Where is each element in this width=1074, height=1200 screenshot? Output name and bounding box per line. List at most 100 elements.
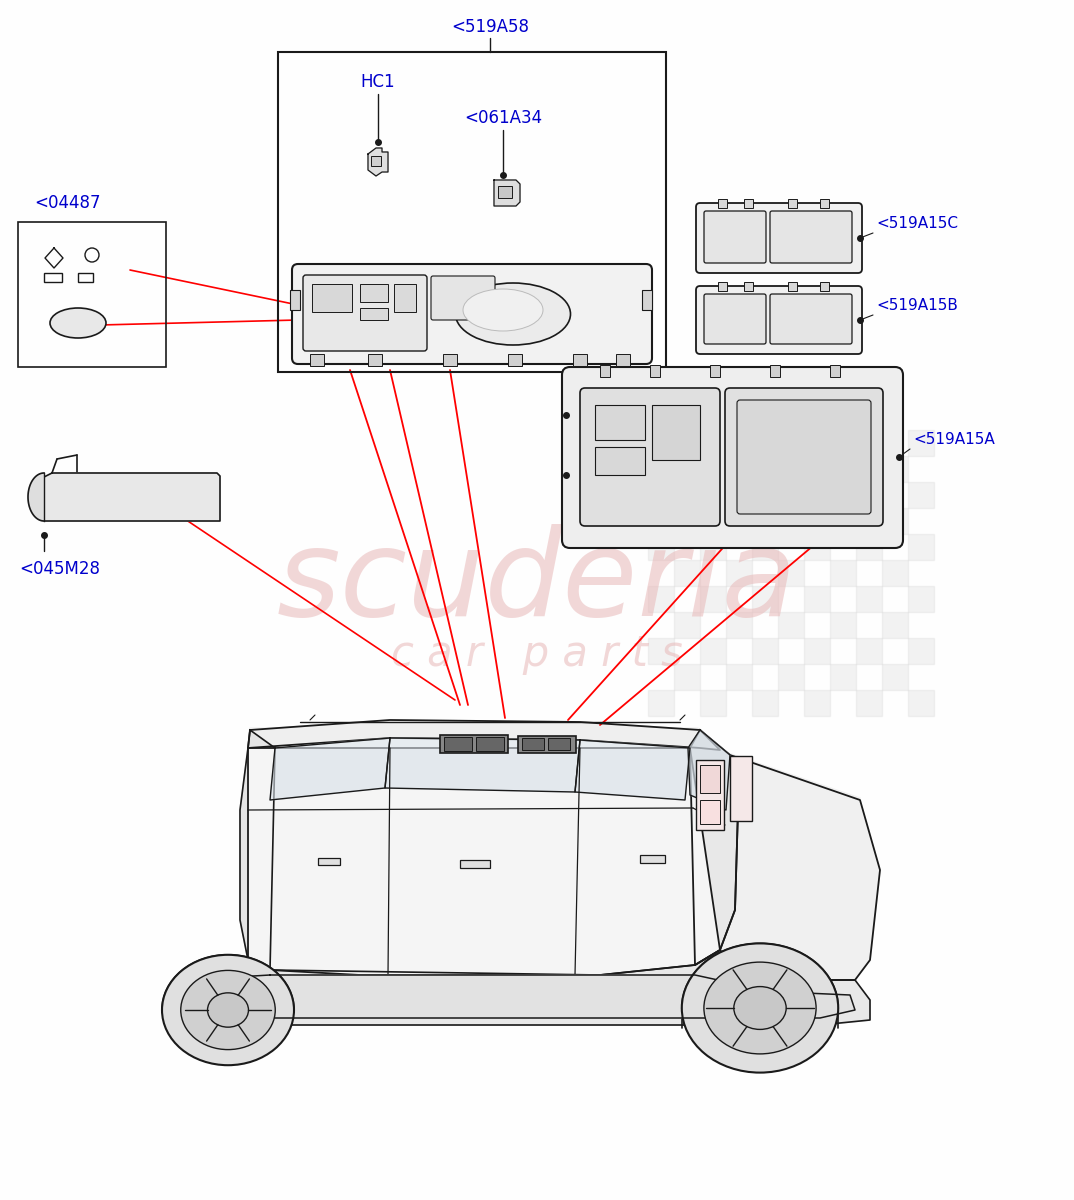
Bar <box>700 638 726 664</box>
Ellipse shape <box>455 283 570 346</box>
Polygon shape <box>37 473 220 521</box>
Bar <box>574 354 587 366</box>
Bar <box>600 365 610 377</box>
Polygon shape <box>688 730 730 810</box>
Bar <box>648 690 674 716</box>
Bar <box>882 664 908 690</box>
Bar <box>508 354 522 366</box>
Bar <box>856 690 882 716</box>
Bar <box>700 800 720 824</box>
Ellipse shape <box>682 943 838 1073</box>
Bar <box>548 738 570 750</box>
Bar <box>674 508 700 534</box>
Bar <box>394 284 416 312</box>
Polygon shape <box>494 180 520 206</box>
Bar <box>318 858 340 865</box>
Bar <box>700 534 726 560</box>
Bar <box>648 534 674 560</box>
Bar <box>674 664 700 690</box>
Bar <box>856 482 882 508</box>
Bar <box>908 534 934 560</box>
Bar <box>522 738 545 750</box>
Polygon shape <box>720 755 880 980</box>
Bar <box>882 456 908 482</box>
Bar <box>616 354 630 366</box>
Bar <box>744 199 753 208</box>
Bar <box>804 430 830 456</box>
Bar <box>804 482 830 508</box>
Bar <box>882 560 908 586</box>
FancyBboxPatch shape <box>303 275 427 350</box>
Bar <box>821 282 829 290</box>
Bar <box>652 404 700 460</box>
Bar <box>908 586 934 612</box>
FancyBboxPatch shape <box>292 264 652 364</box>
Bar <box>360 284 388 302</box>
Ellipse shape <box>207 992 248 1027</box>
Bar <box>700 482 726 508</box>
Bar <box>752 690 778 716</box>
Bar <box>726 612 752 638</box>
FancyBboxPatch shape <box>431 276 495 320</box>
Bar <box>371 156 381 166</box>
Bar <box>442 354 458 366</box>
Bar <box>700 430 726 456</box>
Polygon shape <box>690 730 738 965</box>
Polygon shape <box>250 728 860 800</box>
Bar <box>498 186 512 198</box>
Bar <box>752 430 778 456</box>
Polygon shape <box>368 148 388 176</box>
Text: <519A15B: <519A15B <box>876 299 958 313</box>
FancyBboxPatch shape <box>696 203 862 272</box>
FancyBboxPatch shape <box>770 294 852 344</box>
Text: <519A15C: <519A15C <box>876 216 958 232</box>
Ellipse shape <box>734 986 786 1030</box>
FancyBboxPatch shape <box>696 286 862 354</box>
Bar <box>700 690 726 716</box>
Bar <box>752 638 778 664</box>
Text: <519A15A: <519A15A <box>913 432 995 446</box>
Text: <04487: <04487 <box>34 194 101 212</box>
Polygon shape <box>270 738 390 800</box>
Bar <box>368 354 382 366</box>
Polygon shape <box>248 748 720 974</box>
Bar <box>648 430 674 456</box>
Bar <box>830 612 856 638</box>
Bar <box>726 456 752 482</box>
Text: c a r   p a r t s: c a r p a r t s <box>391 634 683 674</box>
Ellipse shape <box>463 289 543 331</box>
Bar <box>726 508 752 534</box>
Bar <box>752 586 778 612</box>
Bar <box>730 756 752 821</box>
Bar <box>278 52 666 372</box>
FancyBboxPatch shape <box>562 367 903 548</box>
Bar <box>674 560 700 586</box>
Text: <045M28: <045M28 <box>19 560 101 578</box>
FancyBboxPatch shape <box>703 211 766 263</box>
Bar <box>710 365 720 377</box>
Bar <box>440 734 508 754</box>
FancyBboxPatch shape <box>580 388 720 526</box>
Text: <519A58: <519A58 <box>451 18 529 36</box>
Bar <box>44 272 62 282</box>
Bar <box>752 482 778 508</box>
Text: <061A34: <061A34 <box>464 109 542 127</box>
Bar <box>804 638 830 664</box>
Bar <box>700 766 720 793</box>
FancyBboxPatch shape <box>737 400 871 514</box>
Bar <box>476 737 504 751</box>
Bar <box>744 282 753 290</box>
Bar <box>908 430 934 456</box>
Bar <box>595 446 645 475</box>
Bar <box>778 456 804 482</box>
Bar <box>290 290 300 310</box>
Polygon shape <box>575 740 690 800</box>
Bar <box>360 308 388 320</box>
Bar <box>648 586 674 612</box>
Bar <box>908 690 934 716</box>
Bar <box>830 560 856 586</box>
FancyBboxPatch shape <box>725 388 883 526</box>
Bar <box>778 612 804 638</box>
Bar <box>648 638 674 664</box>
Bar <box>778 664 804 690</box>
